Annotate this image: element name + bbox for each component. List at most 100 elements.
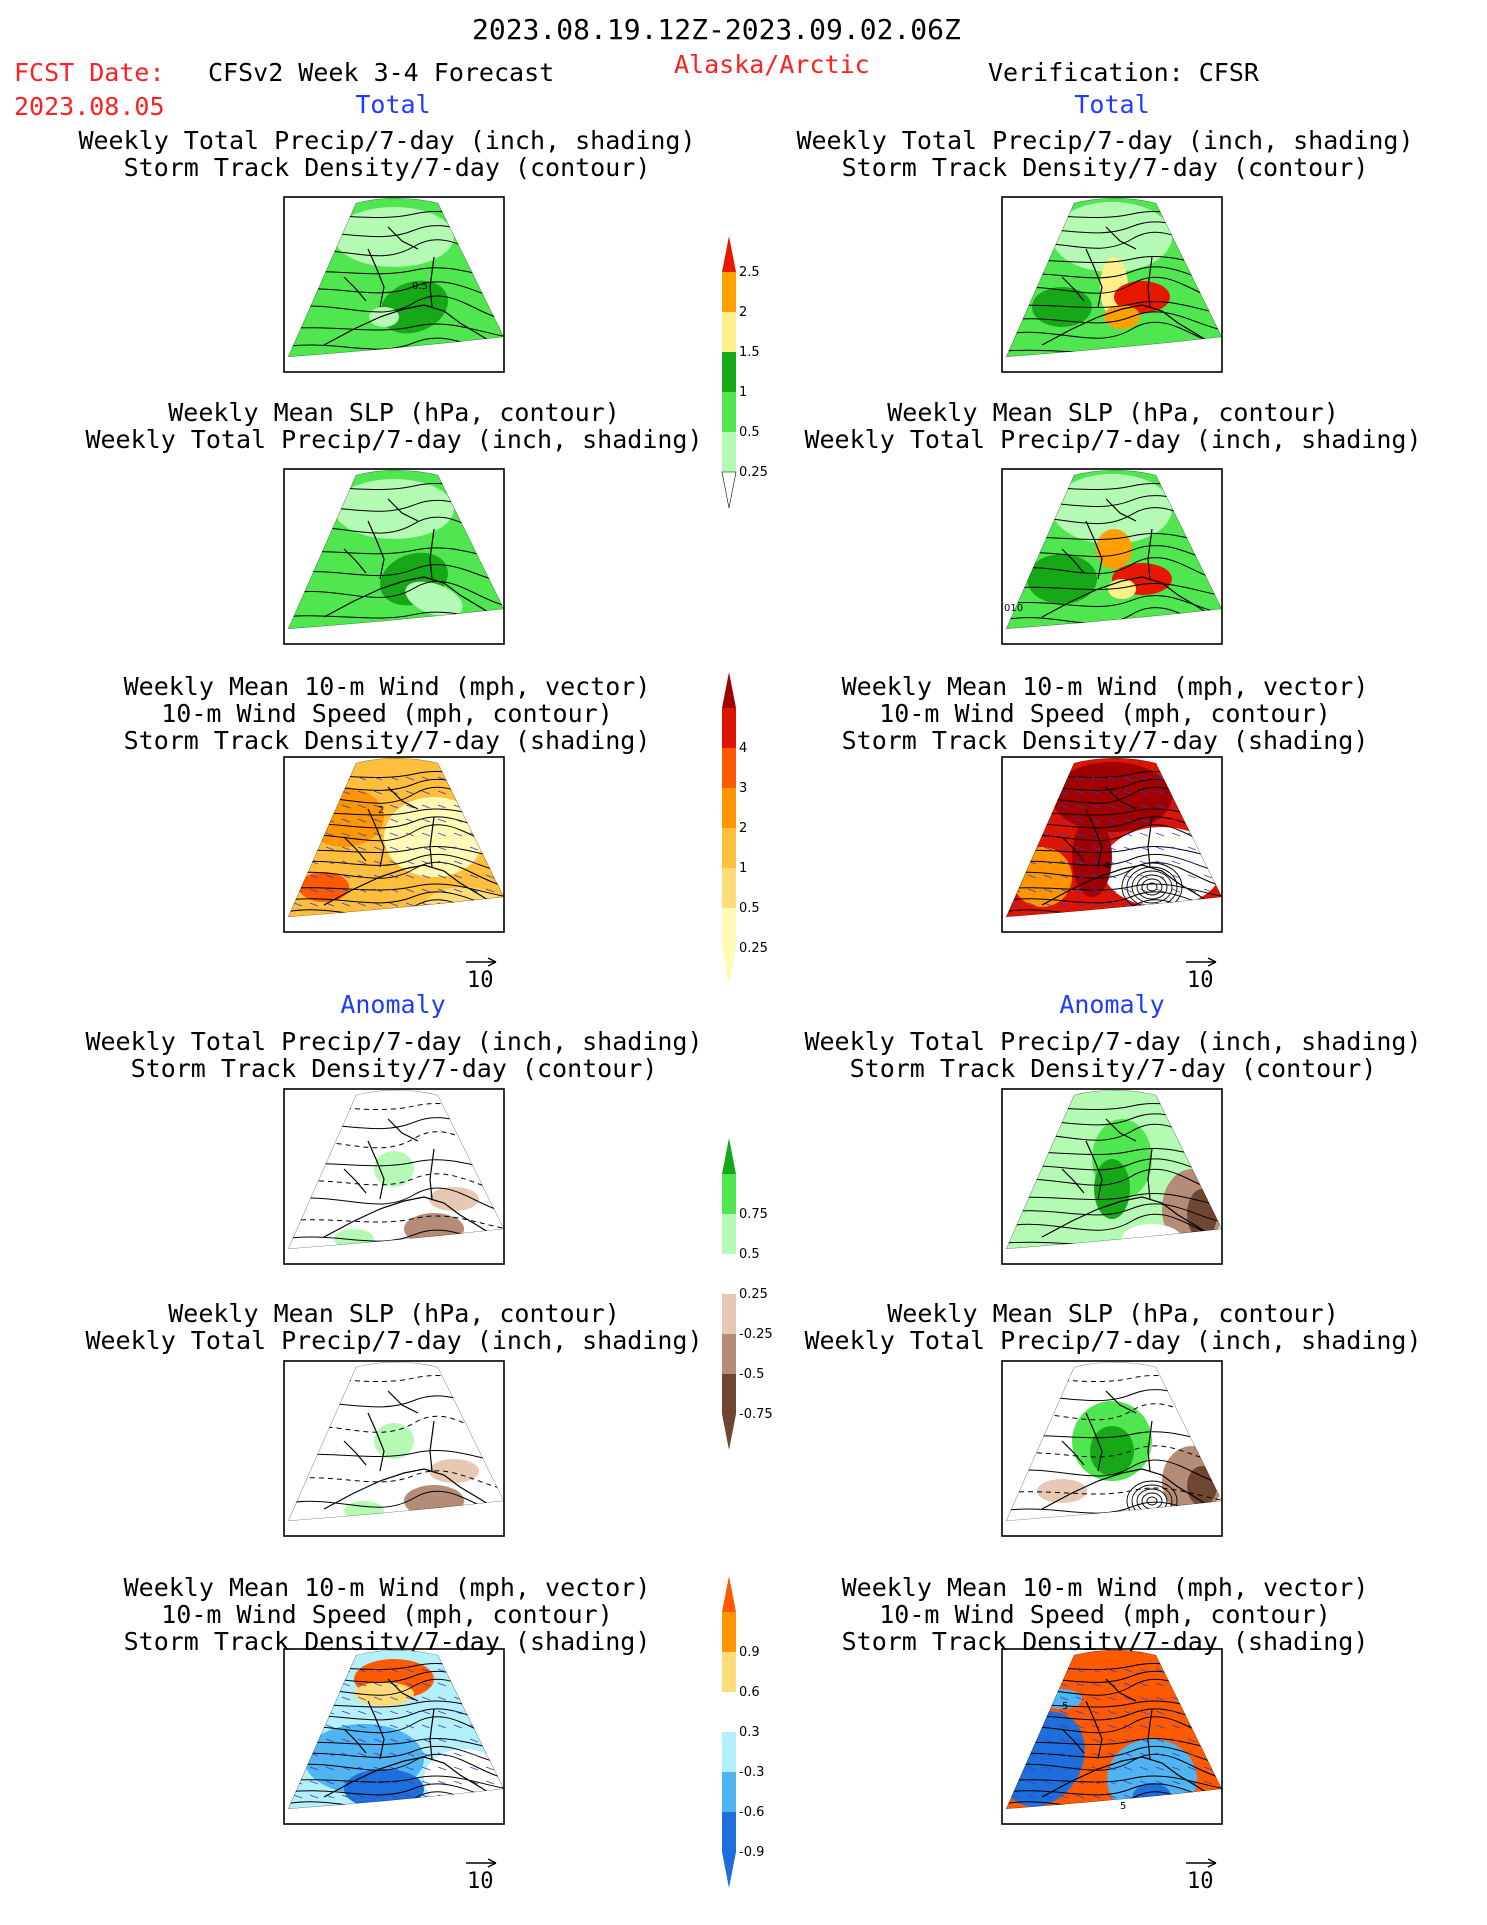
colorbar-segment <box>722 1334 736 1374</box>
vector-reference-label: 10 <box>1187 968 1214 993</box>
caption-fc-total-wind: Weekly Mean 10-m Wind (mph, vector) 10-m … <box>123 672 651 755</box>
fcst-date-value: 2023.08.05 <box>14 92 165 121</box>
colorbar-tick-label: -0.5 <box>739 1367 764 1382</box>
colorbar-segment <box>722 1254 736 1294</box>
colorbar-bottom-triangle <box>722 948 736 984</box>
colorbar-segment <box>722 392 736 432</box>
colorbar-segment <box>722 708 736 748</box>
colorbar-top-triangle <box>722 1138 736 1174</box>
vector-reference-label: 10 <box>467 1869 494 1894</box>
panel-fc-total-slp <box>283 468 505 645</box>
colorbar-tick-label: -0.75 <box>739 1407 773 1422</box>
colorbar-segment <box>722 1174 736 1214</box>
colorbar-tick-label: 0.75 <box>739 1207 768 1222</box>
caption-fc-anom-slp: Weekly Mean SLP (hPa, contour) Weekly Tot… <box>85 1299 703 1355</box>
colorbar-segment <box>722 312 736 352</box>
colorbar-precip-total: 2.5 2 1.5 1 0.5 0.25 <box>721 236 768 509</box>
colorbar-bottom-triangle <box>721 471 737 509</box>
colorbar-segment <box>722 1374 736 1414</box>
vector-ref-fc-anom: 10 <box>466 1858 497 1894</box>
region-title: Alaska/Arctic <box>674 50 870 79</box>
colorbar-bottom-triangle <box>722 1414 736 1450</box>
vector-reference-label: 10 <box>1187 1869 1214 1894</box>
colorbar-tick-label: -0.3 <box>739 1765 764 1780</box>
panel-obs-anom-wind: 55 <box>1001 1648 1223 1825</box>
caption-fc-anom-precip: Weekly Total Precip/7-day (inch, shading… <box>85 1027 703 1083</box>
colorbar-segment <box>722 868 736 908</box>
colorbar-segment <box>722 352 736 392</box>
colorbar-tick-label: -0.9 <box>739 1845 764 1860</box>
contour-label: 010 <box>1004 603 1023 614</box>
colorbar-tick-label: 0.9 <box>739 1645 760 1660</box>
colorbar-top-triangle <box>722 672 736 708</box>
colorbar-tick-label: 0.25 <box>739 941 768 956</box>
panel-fc-anom-slp <box>283 1360 505 1537</box>
panel-obs-anom-precip <box>1001 1088 1223 1265</box>
section-anomaly-forecast: Anomaly <box>340 990 446 1019</box>
panel-obs-total-wind: 4 <box>1001 756 1223 933</box>
caption-obs-anom-precip: Weekly Total Precip/7-day (inch, shading… <box>804 1027 1422 1083</box>
colorbar-tick-label: -0.6 <box>739 1805 764 1820</box>
panel-fc-anom-wind <box>283 1648 505 1825</box>
contour-label: 2 <box>378 805 384 816</box>
colorbar-segment <box>722 788 736 828</box>
colorbar-segment <box>722 908 736 948</box>
colorbar-tick-label: 0.3 <box>739 1725 760 1740</box>
colorbar-segment <box>722 1214 736 1254</box>
colorbar-tick-label: 1.5 <box>739 345 760 360</box>
model-title: CFSv2 Week 3-4 Forecast <box>208 58 555 87</box>
colorbar-top-triangle <box>722 1576 736 1612</box>
caption-obs-anom-slp: Weekly Mean SLP (hPa, contour) Weekly Tot… <box>804 1299 1422 1355</box>
contour-label: 4 <box>1104 861 1110 872</box>
caption-fc-anom-wind: Weekly Mean 10-m Wind (mph, vector) 10-m … <box>123 1573 651 1656</box>
verification-title: Verification: CFSR <box>988 58 1259 87</box>
colorbar-segment <box>722 1732 736 1772</box>
panel-obs-total-precip <box>1001 196 1223 373</box>
contour-label: 5 <box>1062 1701 1068 1712</box>
caption-obs-total-precip: Weekly Total Precip/7-day (inch, shading… <box>796 126 1414 182</box>
caption-obs-total-wind: Weekly Mean 10-m Wind (mph, vector) 10-m … <box>841 672 1369 755</box>
panel-fc-total-wind: 2 <box>283 756 505 933</box>
colorbar-segment <box>722 272 736 312</box>
colorbar-precip-anomaly: 0.75 0.5 0.25 -0.25 -0.5 -0.75 <box>722 1138 773 1450</box>
colorbar-bottom-triangle <box>722 1852 736 1888</box>
colorbar-segment <box>722 1692 736 1732</box>
colorbar-segment <box>722 1812 736 1852</box>
caption-fc-total-slp: Weekly Mean SLP (hPa, contour) Weekly Tot… <box>85 398 703 454</box>
colorbar-segment <box>722 1294 736 1334</box>
colorbar-top-triangle <box>722 236 736 272</box>
colorbar-storm-total: 4 3 2 1 0.5 0.25 <box>722 672 768 984</box>
colorbar-segment <box>722 748 736 788</box>
colorbar-segment <box>722 432 736 472</box>
panel-obs-anom-slp <box>1001 1360 1223 1537</box>
colorbar-tick-label: 0.25 <box>739 465 768 480</box>
colorbar-segment <box>722 1612 736 1652</box>
colorbar-segment <box>722 1772 736 1812</box>
colorbar-segment <box>722 1652 736 1692</box>
colorbar-tick-label: 2 <box>739 821 747 836</box>
colorbar-tick-label: 0.6 <box>739 1685 760 1700</box>
colorbar-tick-label: 0.5 <box>739 425 760 440</box>
section-total-verification: Total <box>1074 90 1150 119</box>
section-anomaly-verification: Anomaly <box>1059 990 1165 1019</box>
section-total-forecast: Total <box>355 90 431 119</box>
colorbar-segment <box>722 828 736 868</box>
caption-fc-total-precip: Weekly Total Precip/7-day (inch, shading… <box>78 126 696 182</box>
vector-ref-obs-total: 10 <box>1186 957 1217 993</box>
contour-label: 5 <box>1120 1801 1126 1812</box>
colorbar-tick-label: -0.25 <box>739 1327 773 1342</box>
vector-ref-obs-anom: 10 <box>1186 1858 1217 1894</box>
valid-period: 2023.08.19.12Z-2023.09.02.06Z <box>472 13 961 46</box>
colorbar-tick-label: 0.25 <box>739 1287 768 1302</box>
panel-fc-total-precip: 0.5 <box>283 196 505 373</box>
colorbar-tick-label: 1 <box>739 385 747 400</box>
vector-ref-fc-total: 10 <box>466 957 497 993</box>
vector-reference-label: 10 <box>467 968 494 993</box>
caption-obs-anom-wind: Weekly Mean 10-m Wind (mph, vector) 10-m … <box>841 1573 1369 1656</box>
colorbar-tick-label: 0.5 <box>739 1247 760 1262</box>
colorbar-tick-label: 2 <box>739 305 747 320</box>
colorbar-storm-anomaly: 0.9 0.6 0.3 -0.3 -0.6 -0.9 <box>722 1576 764 1888</box>
fcst-date-label: FCST Date: <box>14 58 165 87</box>
colorbar-tick-label: 4 <box>739 741 747 756</box>
